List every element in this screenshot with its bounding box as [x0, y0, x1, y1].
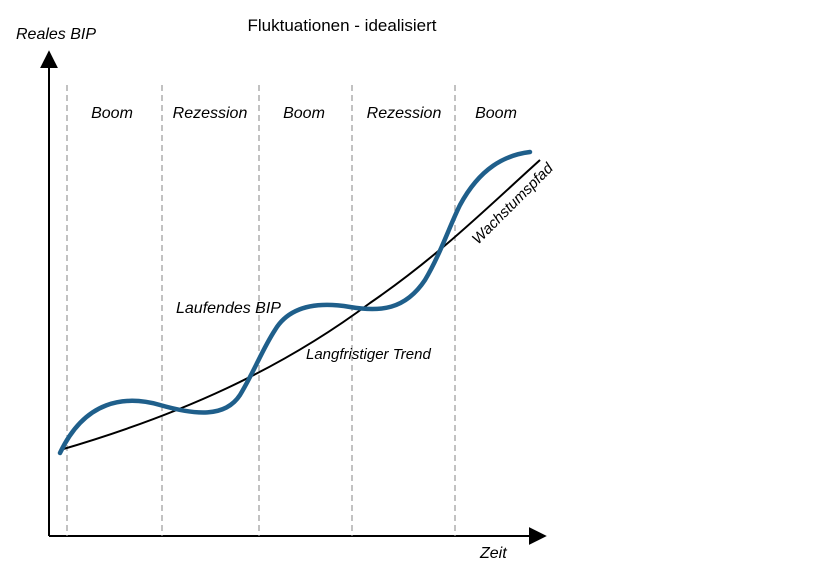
trend-line: [59, 159, 541, 451]
phase-label-rezession-1: Rezession: [173, 105, 248, 122]
diagram-title: Fluktuationen - idealisiert: [248, 16, 437, 35]
trend-label: Langfristiger Trend: [306, 346, 431, 363]
x-axis-label: Zeit: [479, 545, 507, 562]
phase-label-rezession-2: Rezession: [367, 105, 442, 122]
actual-gdp-label: Laufendes BIP: [176, 300, 281, 317]
actual-gdp-curve: [57, 149, 533, 456]
phase-label-boom-3: Boom: [475, 105, 517, 122]
phase-label-boom-2: Boom: [283, 105, 325, 122]
y-axis-label: Reales BIP: [16, 26, 96, 43]
phase-dividers: [66, 85, 456, 536]
phase-label-boom-1: Boom: [91, 105, 133, 122]
